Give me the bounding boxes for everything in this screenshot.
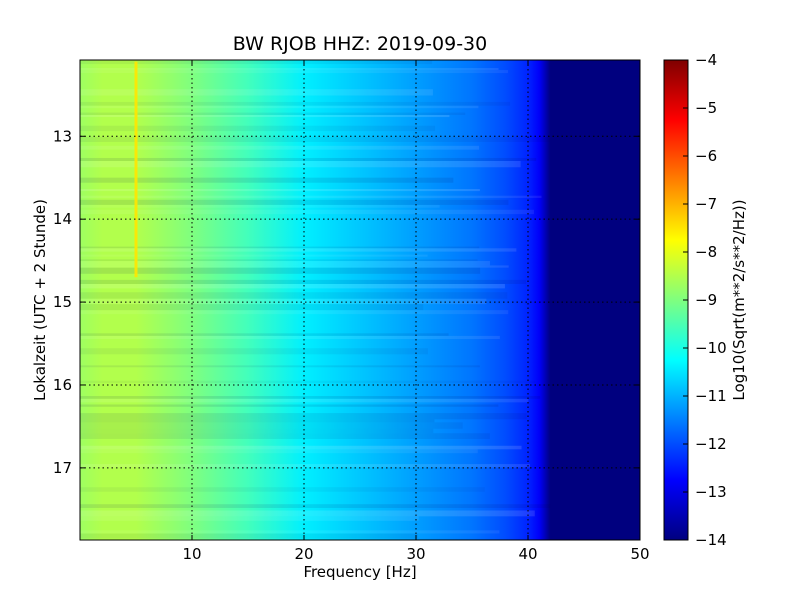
y-tick-label: 15 bbox=[53, 293, 72, 311]
grid-lines bbox=[80, 60, 640, 540]
spectrogram-band bbox=[80, 398, 529, 403]
x-tick-label: 40 bbox=[518, 545, 537, 563]
colorbar-tick-label: −7 bbox=[695, 195, 717, 213]
y-axis: 13 14 15 16 17 bbox=[53, 127, 640, 477]
spectrogram-band bbox=[80, 267, 481, 274]
spectrogram-band bbox=[80, 105, 479, 109]
spectrogram-band bbox=[80, 292, 508, 299]
spectrogram-band bbox=[80, 404, 499, 407]
spectrogram-band bbox=[80, 246, 480, 249]
spectrogram-band bbox=[80, 304, 424, 311]
spectrogram-band bbox=[80, 433, 490, 439]
x-tick-label: 50 bbox=[630, 545, 649, 563]
y-tick-label: 16 bbox=[53, 376, 72, 394]
spectrogram-bands bbox=[80, 60, 551, 539]
spectrogram-band bbox=[80, 298, 487, 305]
spectrogram-band bbox=[80, 333, 449, 336]
colorbar-tick-label: −8 bbox=[695, 243, 717, 261]
spectrogram-band bbox=[80, 428, 434, 434]
spectrogram-band bbox=[80, 145, 480, 150]
spectrogram-band bbox=[80, 422, 463, 429]
y-tick-label: 13 bbox=[53, 127, 72, 145]
spectrogram-band bbox=[80, 157, 537, 161]
x-axis-label: Frequency [Hz] bbox=[303, 563, 416, 581]
spectrogram-band bbox=[80, 188, 480, 192]
spectrogram-band bbox=[80, 396, 541, 399]
spectrogram-band bbox=[80, 195, 542, 198]
persistent-line bbox=[134, 61, 138, 278]
colorbar-ticks: −4 −5 −6 −7 −8 −9 −10 −11 −12 −13 −14 bbox=[683, 51, 727, 549]
x-tick-label: 30 bbox=[406, 545, 425, 563]
spectrogram-band bbox=[80, 204, 440, 208]
spectrogram-band bbox=[80, 67, 499, 71]
spectrogram-band bbox=[80, 101, 511, 106]
spectrogram-band bbox=[80, 533, 418, 539]
chart-title: BW RJOB HHZ: 2019-09-30 bbox=[233, 33, 487, 55]
spectrogram-band bbox=[80, 199, 509, 205]
spectrogram-band bbox=[80, 413, 527, 420]
y-tick-label: 17 bbox=[53, 459, 72, 477]
spectrogram-band bbox=[80, 419, 435, 423]
plot-frame bbox=[79, 59, 641, 541]
spectrogram-band bbox=[80, 365, 480, 368]
plot-area bbox=[79, 59, 641, 541]
spectrogram-band bbox=[80, 177, 454, 183]
colorbar: −4 −5 −6 −7 −8 −9 −10 −11 −12 −13 −14 Log10(Sqrt(m… bbox=[663, 51, 748, 549]
spectrogram-band bbox=[80, 510, 535, 517]
colorbar-tick-label: −14 bbox=[695, 531, 727, 549]
spectrogram-band bbox=[80, 516, 419, 521]
spectrogram-band bbox=[80, 445, 522, 450]
spectrogram-band bbox=[80, 114, 450, 118]
spectrogram-band bbox=[80, 487, 485, 492]
spectrogram-band bbox=[80, 449, 478, 454]
x-tick-label: 10 bbox=[182, 545, 201, 563]
colorbar-label: Log10(Sqrt(m**2/s**2/Hz)) bbox=[730, 199, 748, 400]
spectrogram-band bbox=[80, 310, 509, 315]
spectrogram-band bbox=[80, 464, 531, 468]
x-tick-label: 20 bbox=[294, 545, 313, 563]
spectrogram-band bbox=[80, 248, 517, 252]
spectrogram-band bbox=[80, 279, 527, 285]
colorbar-tick-label: −10 bbox=[695, 339, 727, 357]
y-tick-label: 14 bbox=[53, 210, 72, 228]
spectrogram-band bbox=[80, 112, 466, 115]
spectrogram-band bbox=[80, 348, 428, 355]
spectrogram-band bbox=[80, 125, 436, 132]
colorbar-tick-label: −4 bbox=[695, 51, 717, 69]
spectrogram-band bbox=[80, 259, 478, 262]
colorbar-tick-label: −12 bbox=[695, 435, 727, 453]
spectrogram-band bbox=[80, 89, 433, 96]
colorbar-tick-label: −11 bbox=[695, 387, 727, 405]
x-axis: 10 20 30 40 50 bbox=[182, 60, 650, 563]
spectrogram-band bbox=[80, 380, 536, 384]
colorbar-tick-label: −9 bbox=[695, 291, 717, 309]
spectrogram-base bbox=[80, 60, 640, 540]
spectrogram-band bbox=[80, 504, 551, 508]
spectrogram-band bbox=[80, 254, 428, 257]
spectrogram-band bbox=[80, 60, 433, 65]
y-axis-label: Lokalzeit (UTC + 2 Stunde) bbox=[31, 199, 49, 401]
colorbar-tick-label: −6 bbox=[695, 147, 717, 165]
colorbar-tick-label: −13 bbox=[695, 483, 727, 501]
spectrogram-band bbox=[80, 530, 500, 534]
spectrogram-band bbox=[80, 261, 490, 266]
spectrogram-band bbox=[80, 284, 505, 289]
spectrogram-band bbox=[80, 209, 535, 215]
spectrogram-band bbox=[80, 70, 509, 74]
spectrogram-band bbox=[80, 265, 509, 268]
spectrogram-band bbox=[80, 136, 550, 142]
spectrogram-band bbox=[80, 335, 500, 340]
spectrogram-band bbox=[80, 160, 521, 168]
colorbar-tick-label: −5 bbox=[695, 99, 717, 117]
